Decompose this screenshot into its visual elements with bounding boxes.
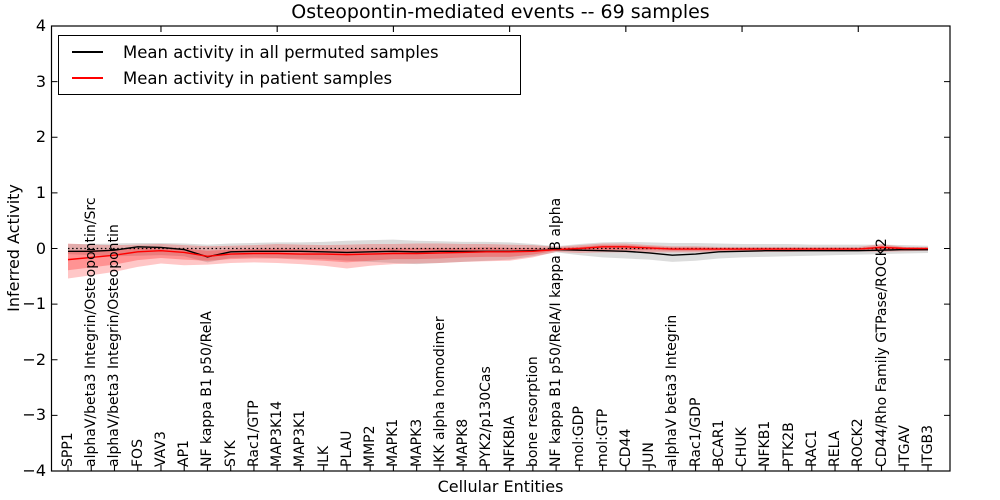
x-tick-label: PYK2/p130Cas (478, 366, 495, 467)
y-tick-label: 2 (35, 127, 46, 147)
x-tick-label: MMP2 (362, 425, 379, 467)
x-tick-label: NFKBIA (501, 415, 518, 467)
x-tick-label: ITGAV (896, 425, 913, 467)
x-tick-label: CD44 (617, 428, 634, 467)
tick-marks (51, 25, 950, 472)
y-tick-label: 3 (35, 71, 46, 91)
x-tick-label: Rac1/GTP (245, 400, 262, 467)
legend-patient-line-icon (72, 77, 103, 79)
x-tick-label: ILK (315, 445, 332, 467)
x-tick-label: SYK (222, 440, 239, 467)
x-tick-label: NF kappa B1 p50/RelA/I kappa B alpha (548, 197, 565, 467)
x-tick-label: NF kappa B1 p50/RelA (199, 311, 216, 467)
x-tick-label: FOS (129, 439, 146, 467)
legend-permuted-line-icon (72, 51, 103, 53)
x-tick-label: MAP3K1 (292, 409, 309, 467)
x-tick-label: SPP1 (60, 432, 76, 467)
x-tick-label: mol:GTP (594, 408, 611, 467)
x-tick-label: alphaV/beta3 Integrin/Osteopontin/Src (83, 197, 100, 467)
x-tick-label: alphaV/beta3 Integrin/Osteopontin (106, 224, 123, 467)
x-tick-label: ROCK2 (850, 418, 867, 467)
x-tick-label: MAP3K14 (269, 400, 286, 467)
y-tick-label: −2 (22, 349, 46, 369)
x-tick-label: VAV3 (152, 431, 169, 467)
x-axis-label: Cellular Entities (437, 477, 564, 496)
x-tick-label: ITGB3 (920, 424, 936, 467)
y-tick-label: −4 (22, 461, 46, 480)
x-tick-label: MAPK8 (455, 418, 472, 467)
x-tick-label: Rac1/GDP (687, 397, 704, 467)
legend-entry-permuted: Mean activity in all permuted samples (59, 43, 520, 62)
x-tick-label: bone resorption (524, 356, 541, 467)
x-tick-label: BCAR1 (710, 419, 727, 467)
x-tick-label: JUN (641, 442, 658, 467)
x-tick-label: CHUK (734, 427, 751, 467)
x-tick-label: RELA (827, 430, 844, 467)
plot-title: Osteopontin-mediated events -- 69 sample… (291, 1, 710, 23)
x-tick-label: RAC1 (803, 429, 820, 467)
x-tick-label: MAPK1 (385, 418, 402, 467)
x-tick-label: IKK alpha homodimer (431, 316, 448, 467)
patient-mean-line (67, 246, 928, 261)
y-tick-label: 0 (35, 238, 46, 258)
legend-label-patient: Mean activity in patient samples (123, 68, 393, 88)
legend-label-permuted: Mean activity in all permuted samples (123, 42, 439, 62)
legend: Mean activity in all permuted samples Me… (58, 35, 521, 95)
x-tick-label: PLAU (338, 430, 355, 467)
y-tick-label: 1 (35, 182, 46, 202)
y-tick-label: −3 (22, 405, 46, 425)
x-tick-label: NFKB1 (757, 420, 774, 467)
y-tick-label: 4 (35, 16, 46, 35)
x-tick-label: MAPK3 (408, 418, 425, 467)
x-tick-label: CD44/Rho Family GTPase/ROCK2 (873, 238, 890, 467)
x-tick-label: mol:GDP (571, 406, 588, 467)
x-tick-label: PTK2B (780, 422, 797, 467)
x-tick-label: alphaV beta3 Integrin (664, 314, 681, 467)
y-tick-label: −1 (22, 294, 46, 314)
legend-entry-patient: Mean activity in patient samples (59, 69, 520, 88)
patient-samples-outer-band (68, 243, 928, 279)
x-tick-label: AP1 (176, 440, 193, 467)
